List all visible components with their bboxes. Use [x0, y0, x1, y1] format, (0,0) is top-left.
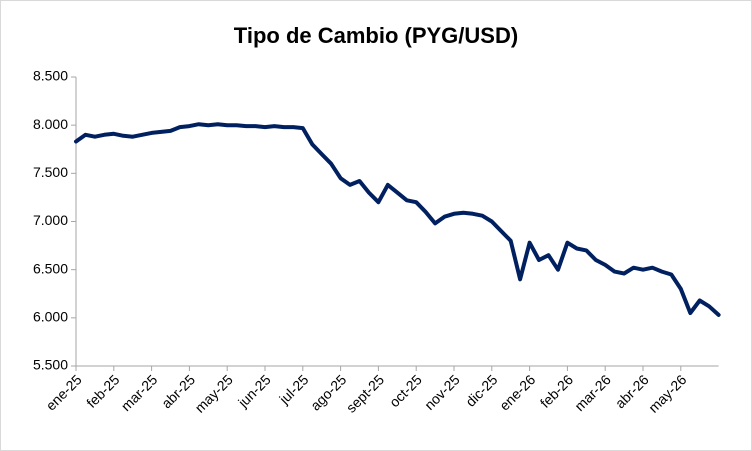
series-line — [74, 122, 721, 317]
y-tick-label: 8.500 — [33, 68, 68, 84]
y-tick-label: 6.500 — [33, 260, 68, 276]
y-tick-label: 8.000 — [33, 116, 68, 132]
y-tick-label: 7.000 — [33, 212, 68, 228]
y-tick-label: 5.500 — [33, 357, 68, 373]
y-tick-label: 6.000 — [33, 309, 68, 325]
chart-title: Tipo de Cambio (PYG/USD) — [234, 23, 518, 48]
y-tick-label: 7.500 — [33, 164, 68, 180]
